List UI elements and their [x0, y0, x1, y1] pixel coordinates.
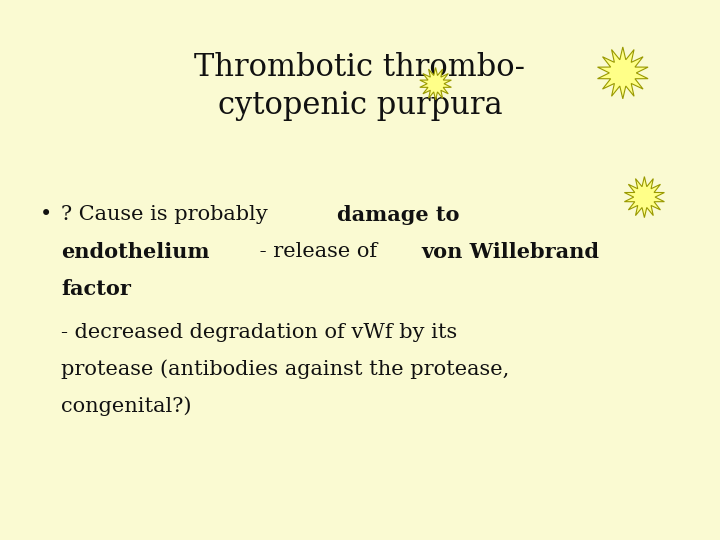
Text: - decreased degradation of vWf by its: - decreased degradation of vWf by its — [61, 323, 457, 342]
Polygon shape — [420, 68, 451, 100]
Polygon shape — [598, 47, 648, 99]
Text: congenital?): congenital?) — [61, 396, 192, 416]
Text: damage to: damage to — [336, 205, 459, 225]
Text: •: • — [40, 205, 52, 224]
Text: - release of: - release of — [253, 242, 384, 261]
Text: protease (antibodies against the protease,: protease (antibodies against the proteas… — [61, 360, 510, 379]
Polygon shape — [624, 177, 665, 218]
Text: endothelium: endothelium — [61, 242, 210, 262]
Text: cytopenic purpura: cytopenic purpura — [217, 90, 503, 121]
Text: ? Cause is probably: ? Cause is probably — [61, 205, 274, 224]
Text: factor: factor — [61, 279, 131, 299]
Text: von Willebrand: von Willebrand — [421, 242, 600, 262]
Text: Thrombotic thrombo-: Thrombotic thrombo- — [194, 52, 526, 83]
